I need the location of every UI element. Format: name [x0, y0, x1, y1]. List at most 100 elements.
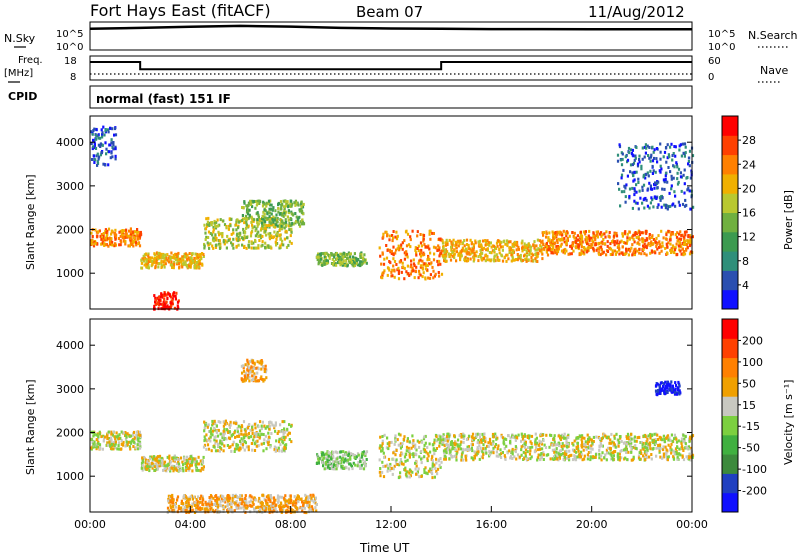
- data-cell: [573, 231, 576, 235]
- data-cell: [651, 438, 654, 442]
- data-cell: [475, 434, 478, 438]
- colorbar-tick-label: 8: [742, 255, 749, 268]
- data-cell: [637, 181, 640, 184]
- data-cell: [380, 445, 383, 448]
- data-cell: [163, 467, 166, 471]
- data-cell: [261, 204, 265, 208]
- data-cell: [240, 364, 243, 368]
- data-cell: [239, 233, 242, 237]
- data-cell: [444, 243, 448, 247]
- data-cell: [278, 229, 281, 232]
- data-cell: [110, 432, 113, 436]
- data-cell: [531, 253, 534, 257]
- data-cell: [455, 452, 458, 456]
- data-cell: [100, 128, 103, 132]
- data-cell: [258, 429, 262, 433]
- data-cell: [400, 462, 404, 466]
- data-cell: [102, 439, 105, 443]
- data-cell: [665, 231, 668, 235]
- data-cell: [128, 445, 131, 449]
- data-cell: [289, 234, 292, 238]
- data-cell: [619, 204, 622, 208]
- data-cell: [606, 250, 610, 253]
- data-cell: [505, 259, 508, 263]
- data-cell: [576, 455, 579, 459]
- data-cell: [674, 204, 677, 208]
- data-cell: [426, 472, 429, 476]
- data-cell: [338, 460, 341, 464]
- data-cell: [451, 447, 454, 451]
- data-cell: [325, 466, 328, 470]
- data-cell: [480, 258, 483, 262]
- data-cell: [193, 259, 197, 263]
- data-cell: [396, 247, 399, 251]
- data-cell: [572, 443, 575, 447]
- data-cell: [580, 450, 583, 454]
- data-cell: [147, 263, 150, 267]
- data-cell: [214, 233, 217, 237]
- data-cell: [249, 202, 253, 206]
- data-cell: [212, 230, 215, 234]
- data-cell: [539, 447, 542, 451]
- data-cell: [107, 163, 110, 167]
- data-cell: [360, 262, 363, 266]
- data-cell: [395, 248, 398, 252]
- data-cell: [414, 461, 417, 465]
- data-cell: [333, 255, 336, 259]
- data-cell: [109, 438, 112, 442]
- data-cell: [645, 455, 649, 459]
- data-cell: [255, 200, 258, 203]
- data-cell: [641, 146, 644, 150]
- data-cell: [345, 262, 348, 266]
- data-cell: [534, 257, 537, 261]
- data-cell: [645, 146, 648, 150]
- data-cell: [251, 432, 254, 435]
- data-cell: [513, 455, 516, 459]
- data-cell: [206, 425, 209, 429]
- data-cell: [484, 446, 487, 450]
- data-cell: [109, 156, 112, 160]
- data-cell: [172, 254, 175, 257]
- data-cell: [353, 454, 357, 457]
- data-cell: [521, 437, 525, 441]
- data-cell: [153, 457, 156, 461]
- data-cell: [691, 235, 694, 239]
- data-cell: [141, 257, 144, 261]
- data-cell: [108, 437, 111, 441]
- data-cell: [160, 293, 163, 297]
- data-cell: [389, 261, 392, 265]
- data-cell: [477, 259, 480, 263]
- data-cell: [611, 252, 614, 256]
- data-cell: [636, 436, 639, 440]
- data-cell: [232, 231, 235, 235]
- data-cell: [551, 448, 554, 452]
- data-cell: [415, 253, 418, 257]
- data-cell: [630, 441, 633, 445]
- data-cell: [115, 233, 118, 237]
- data-cell: [554, 250, 557, 254]
- data-cell: [638, 154, 641, 158]
- data-cell: [154, 465, 157, 469]
- data-cell: [228, 237, 231, 241]
- data-cell: [462, 458, 465, 462]
- data-cell: [453, 441, 456, 445]
- data-cell: [269, 223, 272, 227]
- data-cell: [466, 252, 469, 256]
- data-cell: [378, 446, 381, 450]
- data-cell: [120, 232, 123, 236]
- data-cell: [283, 420, 286, 424]
- data-cell: [165, 293, 168, 297]
- data-cell: [247, 432, 251, 435]
- data-cell: [487, 241, 490, 245]
- data-cell: [500, 254, 503, 258]
- data-cell: [262, 217, 265, 221]
- data-cell: [477, 450, 480, 454]
- data-cell: [572, 249, 575, 253]
- data-cell: [676, 455, 679, 459]
- data-cell: [625, 249, 628, 253]
- data-cell: [199, 255, 202, 259]
- data-cell: [646, 449, 649, 453]
- data-cell: [109, 143, 112, 147]
- data-cell: [262, 200, 265, 204]
- data-cell: [523, 248, 526, 251]
